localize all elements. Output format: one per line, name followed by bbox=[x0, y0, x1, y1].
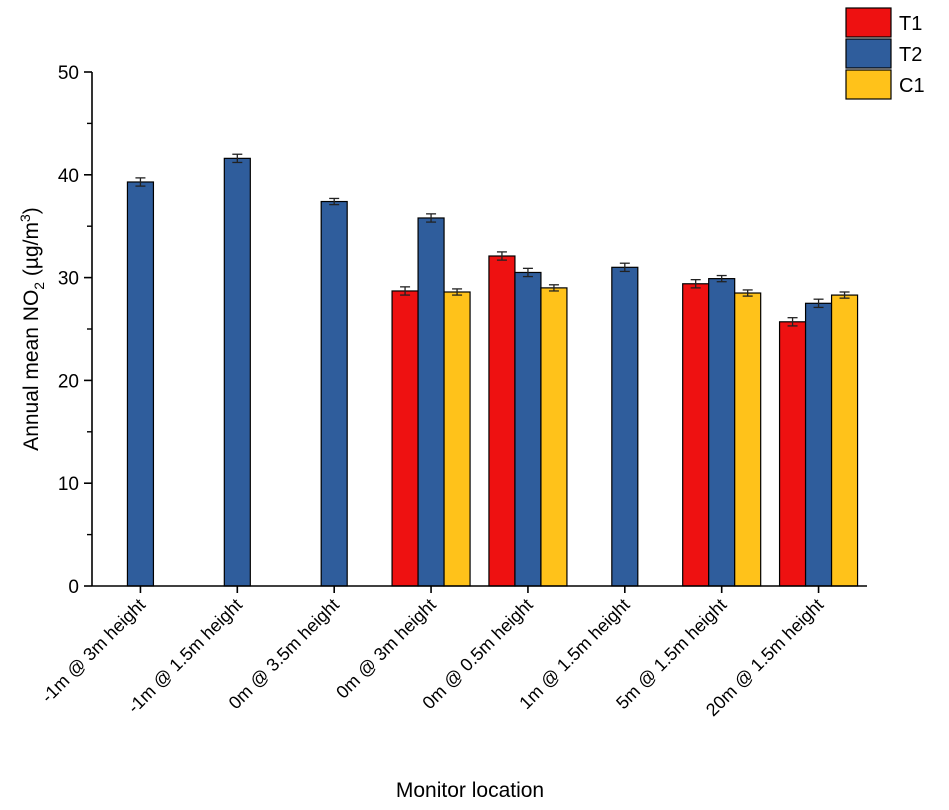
y-axis-title-superscript: 3 bbox=[17, 214, 33, 222]
bar-t2 bbox=[126, 181, 155, 587]
bar-c1 bbox=[734, 292, 762, 587]
x-axis-title: Monitor location bbox=[396, 779, 544, 802]
bar-c1 bbox=[540, 287, 568, 587]
legend: T1 T2 C1 bbox=[845, 7, 925, 100]
y-tick-label: 0 bbox=[68, 577, 79, 598]
bar-t2 bbox=[708, 278, 736, 587]
y-tick-label: 50 bbox=[58, 63, 79, 84]
legend-swatch-c1 bbox=[845, 69, 892, 100]
legend-swatch-t2 bbox=[845, 38, 892, 69]
y-tick-label: 40 bbox=[58, 166, 79, 187]
legend-swatch-t1 bbox=[845, 7, 892, 38]
x-tick-label: -1m @ 3m height bbox=[37, 595, 149, 707]
bar-t2 bbox=[804, 302, 833, 587]
y-axis-title-close: ) bbox=[20, 207, 43, 214]
bar-t2 bbox=[320, 200, 348, 587]
bar-t2 bbox=[611, 266, 639, 587]
bar-c1 bbox=[443, 291, 471, 587]
bar-t1 bbox=[488, 255, 516, 587]
bar-t2 bbox=[514, 271, 542, 587]
y-axis-title-unit: (µg/m bbox=[20, 222, 43, 282]
y-tick-label: 30 bbox=[58, 269, 79, 290]
y-axis-title-main: Annual mean NO bbox=[20, 290, 43, 451]
y-tick-label: 10 bbox=[58, 474, 79, 495]
bar-t2 bbox=[223, 157, 251, 587]
y-axis-title: Annual mean NO2 (µg/m3) bbox=[17, 207, 47, 451]
bar-t1 bbox=[682, 283, 710, 587]
legend-label-c1: C1 bbox=[899, 75, 925, 97]
bar-c1 bbox=[830, 294, 859, 587]
bar-t1 bbox=[391, 290, 419, 587]
y-tick-label: 20 bbox=[58, 371, 79, 392]
x-tick-label: 0m @ 3m height bbox=[332, 595, 440, 703]
bars-layer bbox=[126, 153, 859, 587]
bar-t1 bbox=[778, 321, 807, 587]
legend-label-t1: T1 bbox=[899, 13, 922, 35]
y-axis-title-subscript: 2 bbox=[31, 282, 47, 290]
bar-t2 bbox=[417, 217, 445, 587]
y-ticks: 0 10 20 30 40 50 bbox=[58, 63, 92, 598]
legend-label-t2: T2 bbox=[899, 44, 922, 66]
